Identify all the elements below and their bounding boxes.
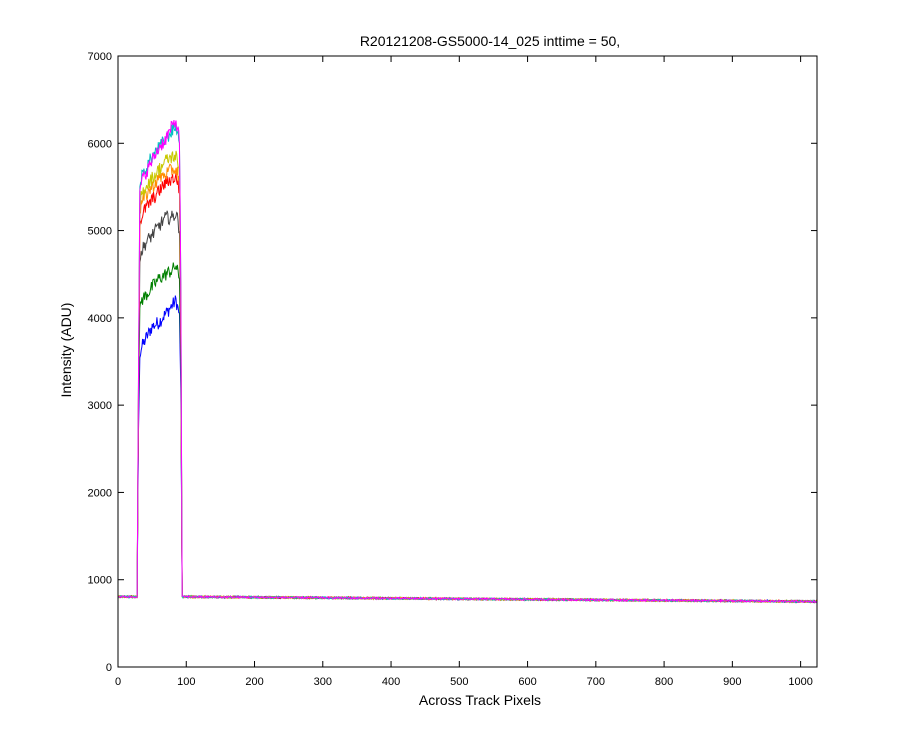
plot-background (118, 56, 817, 667)
x-tick-label: 400 (382, 676, 400, 688)
x-tick-label: 500 (450, 676, 468, 688)
series-layer (117, 120, 818, 604)
y-tick-label: 0 (106, 662, 112, 674)
series-line-8 (117, 120, 818, 604)
plot-frame (117, 55, 818, 668)
y-tick-label: 5000 (88, 226, 112, 238)
y-tick-label: 7000 (88, 51, 112, 63)
x-tick-label: 1000 (788, 676, 812, 688)
y-axis-label: Intensity (ADU) (58, 303, 74, 398)
x-tick-label: 800 (655, 676, 673, 688)
chart-title: R20121208-GS5000-14_025 inttime = 50, (360, 33, 620, 49)
x-tick-label: 200 (245, 676, 263, 688)
x-tick-label: 300 (314, 676, 332, 688)
y-tick-label: 4000 (88, 313, 112, 325)
x-tick-label: 0 (115, 676, 121, 688)
x-tick-label: 100 (177, 676, 195, 688)
y-tick-label: 6000 (88, 138, 112, 150)
y-tick-label: 3000 (88, 400, 112, 412)
x-tick-label: 700 (587, 676, 605, 688)
x-tick-label: 900 (723, 676, 741, 688)
x-tick-layer: 0 100 200 300 400 500 600 700 800 900 1000 (115, 56, 813, 688)
y-tick-label: 1000 (88, 575, 112, 587)
y-tick-label: 2000 (88, 487, 112, 499)
y-tick-layer: 0 1000 2000 3000 4000 5000 6000 7000 (88, 51, 817, 674)
x-axis-label: Across Track Pixels (419, 692, 541, 708)
x-tick-label: 600 (518, 676, 536, 688)
